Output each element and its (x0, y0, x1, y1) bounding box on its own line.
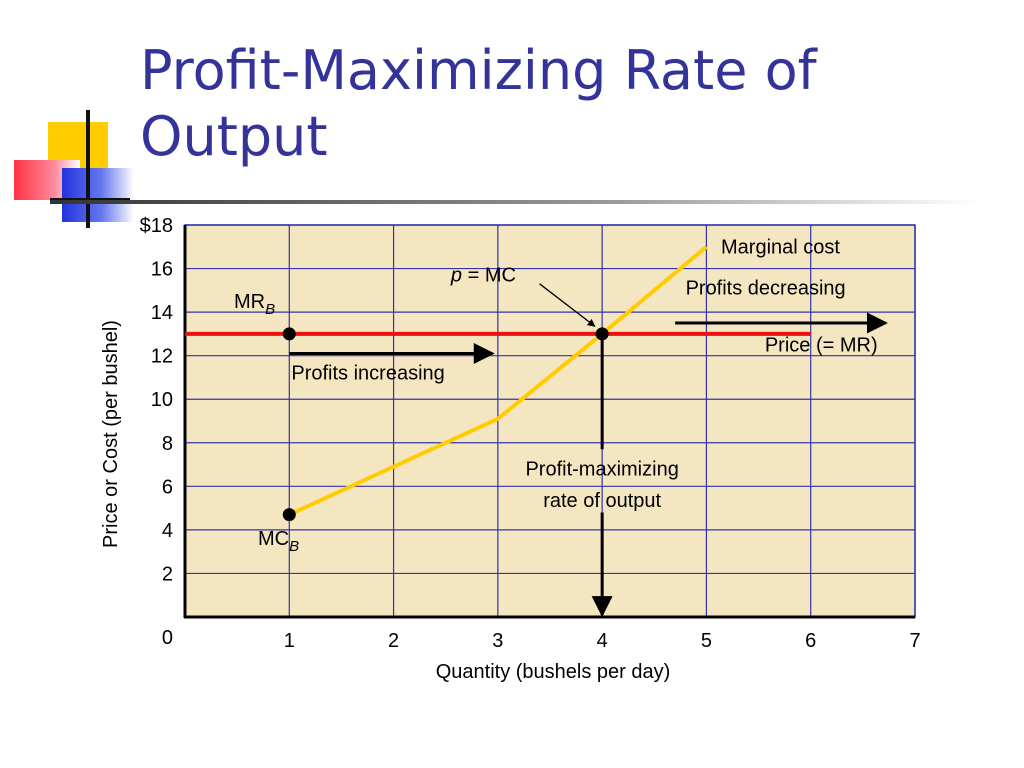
title-underline (50, 200, 980, 204)
y-tick-label-6: 6 (162, 476, 173, 498)
x-tick-label-4: 4 (597, 630, 608, 652)
y-tick-label-2: 2 (162, 563, 173, 585)
profit-max-label-line2: rate of output (543, 490, 661, 512)
x-tick-label-5: 5 (701, 630, 712, 652)
plot-area (184, 224, 916, 618)
annotations: MRB MCB p = MC Marginal cost Profits decreas… (234, 236, 878, 555)
marginal-cost-label: Marginal cost (721, 236, 840, 258)
point-1 (282, 508, 296, 522)
point-0 (282, 327, 296, 341)
points (282, 327, 609, 522)
arrows (289, 283, 888, 618)
profit-max-label-line1: Profit-maximizing (525, 458, 678, 480)
slide-title: Profit-Maximizing Rate of Output (140, 39, 817, 168)
x-axis-label: Quantity (bushels per day) (436, 661, 671, 683)
mc-b-label: MCB (258, 528, 299, 555)
y-tick-label-12: 12 (151, 346, 173, 368)
y-axis-label: Price or Cost (per bushel) (100, 320, 122, 548)
y-tick-label-14: 14 (151, 302, 173, 324)
profits-increasing-label: Profits increasing (291, 363, 444, 385)
x-tick-label-2: 2 (388, 630, 399, 652)
x-tick-label-3: 3 (492, 630, 503, 652)
x-tick-label-1: 1 (284, 630, 295, 652)
p-equals-mc-label: p = MC (450, 265, 516, 287)
axes (183, 225, 915, 619)
y-tick-label-8: 8 (162, 433, 173, 455)
p-equals-mc-pointer (539, 283, 596, 327)
price-mr-label: Price (= MR) (765, 334, 878, 356)
y-tick-label-10: 10 (151, 389, 173, 411)
point-2 (595, 327, 609, 341)
y-tick-label-4: 4 (162, 520, 173, 542)
origin-tick-label: 0 (162, 627, 173, 649)
x-tick-label-7: 7 (909, 630, 920, 652)
decor-vertical-bar (86, 110, 90, 228)
profits-decreasing-label: Profits decreasing (686, 278, 846, 300)
decor-blue-square (62, 168, 134, 222)
x-tick-label-6: 6 (805, 630, 816, 652)
marginal-cost-line (288, 245, 708, 517)
y-tick-label-16: 16 (151, 259, 173, 281)
mr-b-label: MRB (234, 291, 275, 318)
y-tick-label-18: $18 (140, 215, 173, 237)
